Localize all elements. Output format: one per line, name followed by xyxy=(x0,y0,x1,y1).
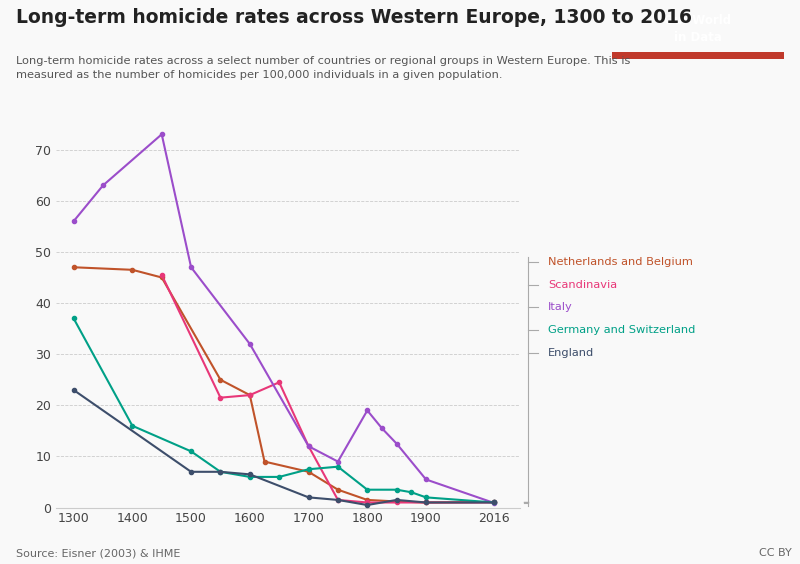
Text: Scandinavia: Scandinavia xyxy=(548,280,617,290)
Bar xyxy=(612,52,784,59)
Text: England: England xyxy=(548,347,594,358)
Text: CC BY: CC BY xyxy=(759,548,792,558)
Text: Netherlands and Belgium: Netherlands and Belgium xyxy=(548,257,693,267)
Text: Long-term homicide rates across a select number of countries or regional groups : Long-term homicide rates across a select… xyxy=(16,56,630,81)
Text: Germany and Switzerland: Germany and Switzerland xyxy=(548,325,695,335)
Text: Source: Eisner (2003) & IHME: Source: Eisner (2003) & IHME xyxy=(16,548,180,558)
Text: Long-term homicide rates across Western Europe, 1300 to 2016: Long-term homicide rates across Western … xyxy=(16,8,692,28)
Text: Our World
in Data: Our World in Data xyxy=(665,14,731,44)
Text: Italy: Italy xyxy=(548,302,573,312)
